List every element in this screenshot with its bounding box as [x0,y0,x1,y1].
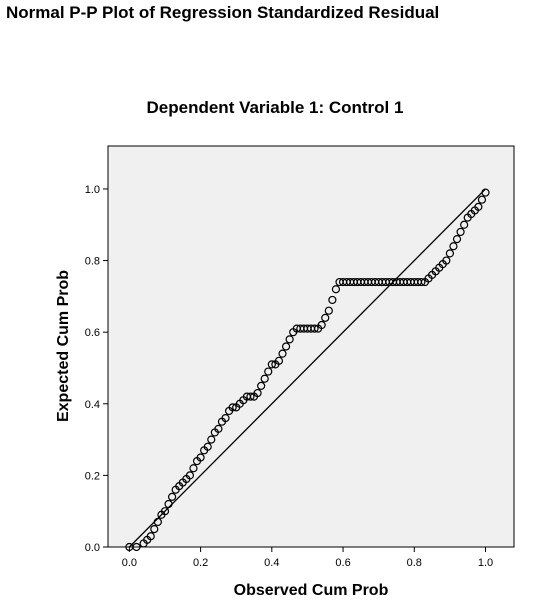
x-tick-label: 0.6 [335,557,350,569]
data-point [246,392,255,401]
x-tick-label: 0.4 [264,557,279,569]
x-axis-ticks: 0.0 0.2 0.4 0.6 0.8 1.0 [122,547,493,569]
data-point [203,442,212,451]
x-tick-label: 0.0 [122,557,137,569]
data-point [207,435,216,444]
data-point [153,517,162,527]
y-tick-label: 0.2 [85,470,100,482]
data-point [146,532,155,541]
data-point [150,524,159,534]
y-tick-label: 0.0 [85,542,100,554]
data-point [449,242,458,251]
plot-area [107,145,515,548]
data-point [168,492,177,501]
data-point [260,374,269,383]
y-tick-label: 0.6 [85,327,100,339]
data-point [214,424,223,433]
y-axis-ticks: 0.0 0.2 0.4 0.6 0.8 1.0 [85,184,108,554]
data-point [257,381,266,390]
data-point [460,220,469,229]
data-point [253,388,262,398]
chart-title: Normal P-P Plot of Regression Standardiz… [6,3,440,22]
data-point [160,507,170,516]
data-point [189,464,198,473]
reference-line [128,188,486,548]
data-point [267,360,276,369]
data-point [481,188,490,197]
data-point [310,324,319,333]
data-point [317,320,326,330]
data-point [164,499,173,509]
x-axis-label: Observed Cum Prob [234,582,389,599]
data-points [125,188,490,552]
data-point [264,367,273,376]
x-tick-label: 1.0 [478,557,493,569]
y-axis-label: Expected Cum Prob [55,270,72,422]
x-tick-label: 0.2 [193,557,208,569]
data-point [328,295,337,305]
data-point [477,195,487,204]
data-point [452,234,462,244]
data-point [221,414,230,423]
data-point [196,453,205,462]
data-point [274,356,284,365]
data-point [442,256,451,265]
data-point [456,227,465,237]
data-point [445,249,454,258]
x-tick-label: 0.8 [407,557,422,569]
data-point [417,277,426,287]
y-tick-label: 0.4 [85,399,100,411]
data-point [185,471,195,480]
data-point [228,403,237,412]
data-point [278,349,287,358]
y-tick-label: 0.8 [85,256,100,268]
chart-subtitle: Dependent Variable 1: Control 1 [146,98,404,117]
data-point [281,342,291,351]
data-point [324,306,333,315]
data-point [321,313,330,322]
data-point [474,202,483,211]
y-tick-label: 1.0 [85,184,100,196]
data-point [331,285,341,294]
data-point [132,542,141,552]
data-point [285,335,294,344]
